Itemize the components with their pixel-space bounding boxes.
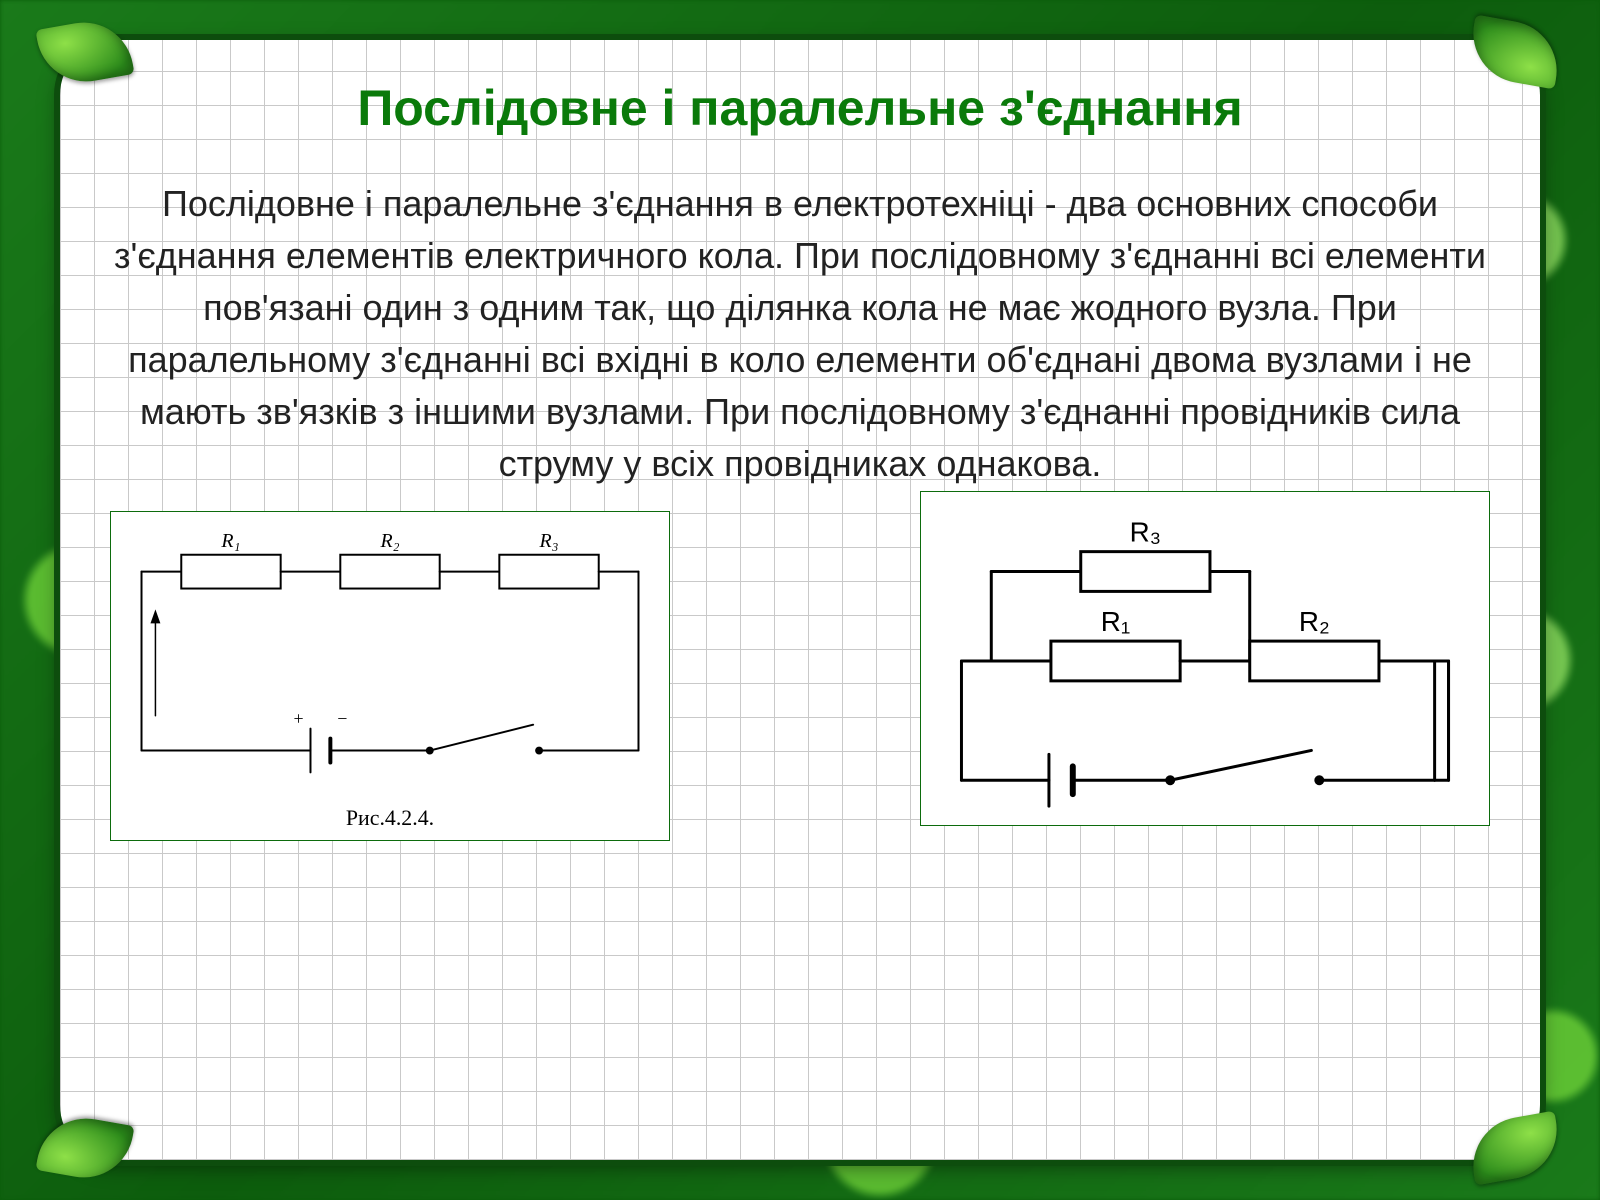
series-circuit-svg: R₁ R₂ R₃ + − Рис.4.2.4. (111, 512, 669, 840)
svg-text:R₁: R₁ (1101, 606, 1131, 637)
diagrams-row: R₁ R₂ R₃ + − Рис.4.2.4. R₃ R₁ R₂ (100, 511, 1500, 1140)
slide-frame: Послідовне і паралельне з'єднання Послід… (60, 40, 1540, 1160)
parallel-circuit-svg: R₃ R₁ R₂ (921, 492, 1489, 825)
svg-text:R₃: R₃ (539, 529, 559, 551)
slide-content: Послідовне і паралельне з'єднання Послід… (60, 40, 1540, 1160)
diagram-series-circuit: R₁ R₂ R₃ + − Рис.4.2.4. (110, 511, 670, 841)
svg-text:Рис.4.2.4.: Рис.4.2.4. (346, 806, 434, 830)
slide-title: Послідовне і паралельне з'єднання (100, 80, 1500, 138)
svg-text:−: − (337, 708, 347, 728)
diagram-parallel-circuit: R₃ R₁ R₂ (920, 491, 1490, 826)
svg-text:R₂: R₂ (1299, 606, 1330, 637)
svg-text:R₃: R₃ (1130, 516, 1161, 547)
slide-body-text: Послідовне і паралельне з'єднання в елек… (100, 178, 1500, 491)
svg-text:+: + (294, 708, 304, 728)
svg-text:R₂: R₂ (379, 529, 399, 551)
svg-text:R₁: R₁ (220, 529, 240, 551)
